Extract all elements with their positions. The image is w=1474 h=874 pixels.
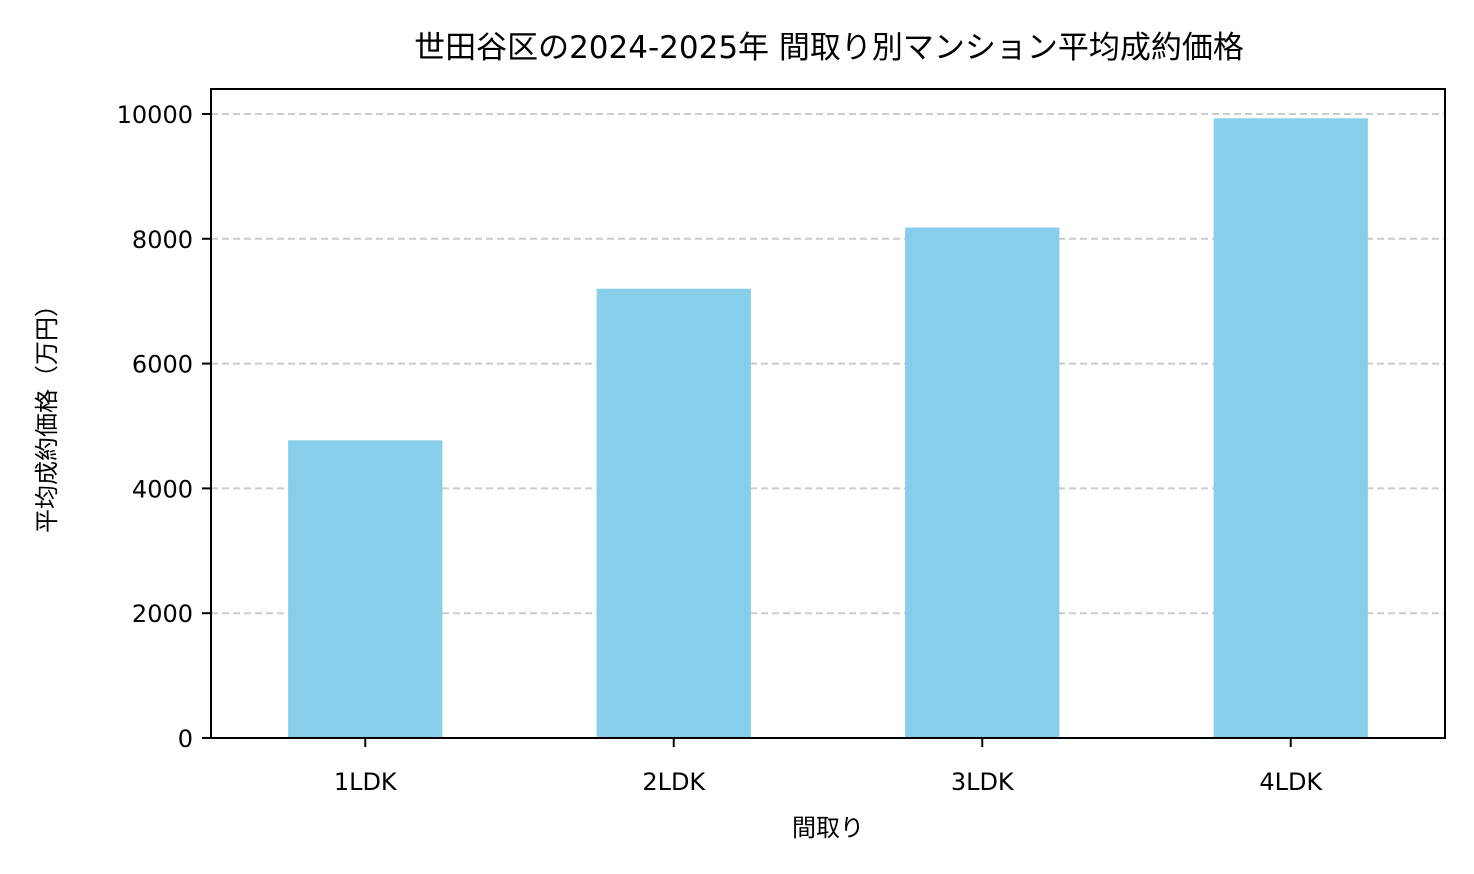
y-axis-label: 平均成約価格（万円） <box>33 293 61 533</box>
y-tick-label: 2000 <box>132 600 193 628</box>
x-tick-label: 4LDK <box>1259 768 1323 796</box>
x-tick-label: 3LDK <box>951 768 1015 796</box>
y-tick-label: 0 <box>178 725 193 753</box>
bar-4ldk <box>1213 118 1368 738</box>
y-axis-ticks: 0 2000 4000 6000 8000 10000 <box>117 101 211 753</box>
x-axis-ticks: 1LDK 2LDK 3LDK 4LDK <box>334 738 1323 796</box>
plot-frame <box>210 88 1446 739</box>
y-tick-label: 8000 <box>132 226 193 254</box>
x-tick-label: 2LDK <box>642 768 706 796</box>
x-axis-label: 間取り <box>792 814 864 842</box>
bar-2ldk <box>596 288 751 738</box>
bars <box>288 118 1368 738</box>
chart-title: 世田谷区の2024-2025年 間取り別マンション平均成約価格 <box>414 30 1244 66</box>
x-tick-label: 1LDK <box>334 768 398 796</box>
y-tick-label: 4000 <box>132 475 193 503</box>
bar-3ldk <box>905 227 1060 738</box>
y-tick-label: 10000 <box>117 101 193 129</box>
y-tick-label: 6000 <box>132 351 193 379</box>
bar-1ldk <box>288 440 443 738</box>
